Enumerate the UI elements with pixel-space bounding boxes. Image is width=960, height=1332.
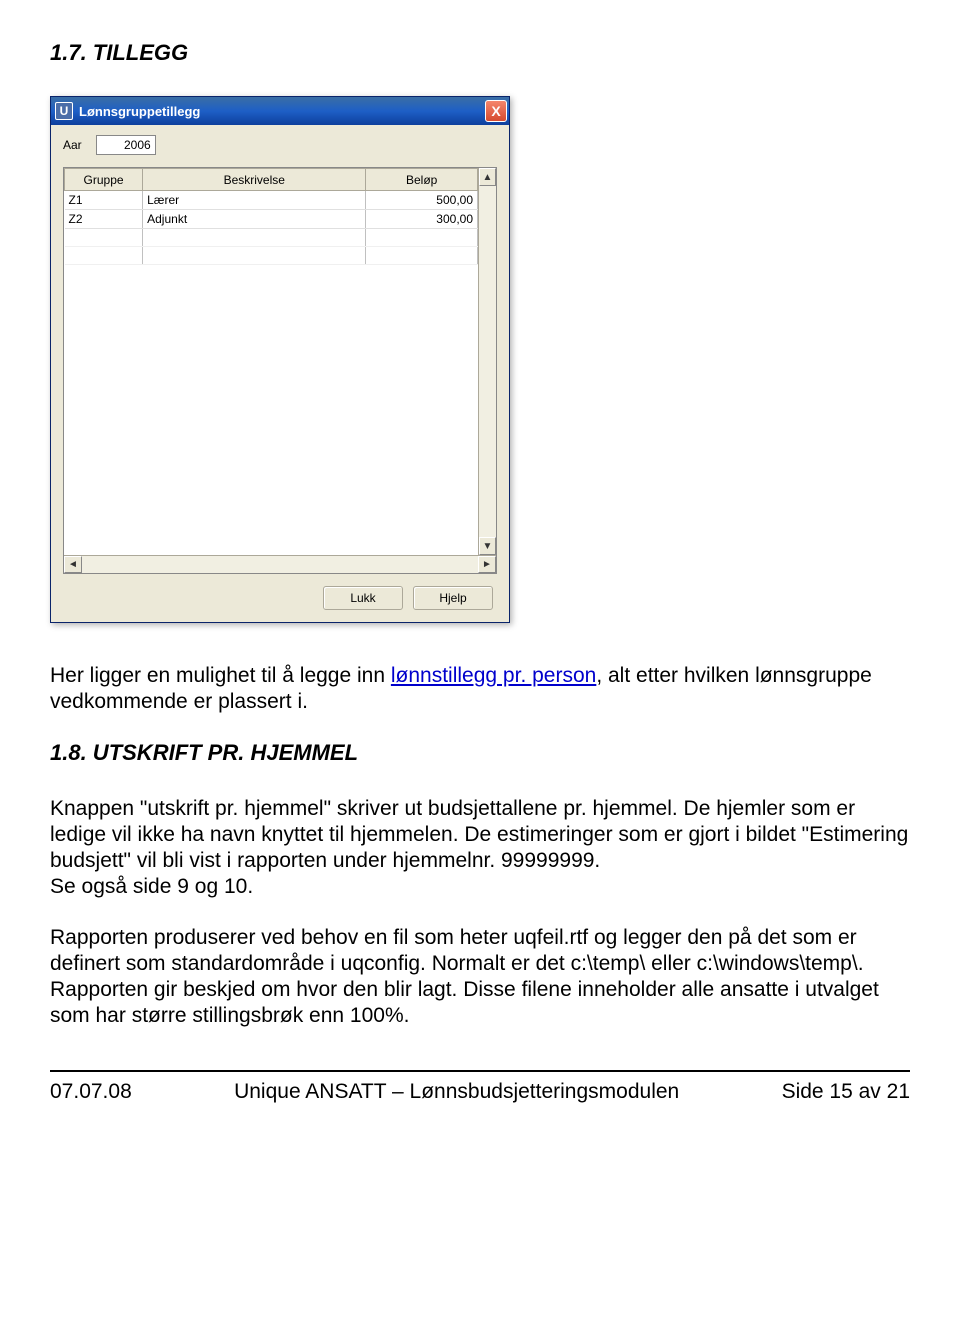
page-footer: 07.07.08 Unique ANSATT – Lønnsbudsjetter…: [50, 1080, 910, 1104]
text: Her ligger en mulighet til å legge inn: [50, 664, 391, 687]
table-frame: Gruppe Beskrivelse Beløp Z1 Lærer 500,00: [63, 167, 497, 574]
vertical-scrollbar[interactable]: ▲ ▼: [478, 168, 496, 555]
tillegg-table: Gruppe Beskrivelse Beløp Z1 Lærer 500,00: [64, 168, 478, 265]
cell-belop[interactable]: 500,00: [366, 191, 478, 210]
button-row: Lukk Hjelp: [63, 574, 497, 614]
cell-beskrivelse[interactable]: Lærer: [143, 191, 366, 210]
text: Knappen "utskrift pr. hjemmel" skriver u…: [50, 797, 908, 873]
table-empty-area: [64, 265, 478, 555]
scroll-down-icon[interactable]: ▼: [479, 537, 496, 555]
dialog-body: Aar Gruppe Beskrivelse Beløp: [51, 125, 509, 622]
app-icon: U: [55, 102, 73, 120]
table-row[interactable]: Z2 Adjunkt 300,00: [65, 210, 478, 229]
cell-beskrivelse[interactable]: Adjunkt: [143, 210, 366, 229]
paragraph-rapport: Rapporten produserer ved behov en fil so…: [50, 925, 910, 1030]
link-lonnstillegg[interactable]: lønnstillegg pr. person: [391, 664, 596, 687]
scroll-left-icon[interactable]: ◄: [64, 556, 82, 573]
cell-gruppe[interactable]: Z1: [65, 191, 143, 210]
section-heading-utskrift: 1.8. UTSKRIFT PR. HJEMMEL: [50, 740, 910, 766]
aar-label: Aar: [63, 138, 82, 152]
text: Se også side 9 og 10.: [50, 875, 253, 898]
table-row[interactable]: [65, 247, 478, 265]
table-row[interactable]: Z1 Lærer 500,00: [65, 191, 478, 210]
hjelp-button[interactable]: Hjelp: [413, 586, 493, 610]
titlebar-text: Lønnsgruppetillegg: [79, 104, 485, 119]
close-icon[interactable]: X: [485, 100, 507, 122]
scroll-track[interactable]: [82, 556, 478, 573]
col-gruppe[interactable]: Gruppe: [65, 169, 143, 191]
footer-date: 07.07.08: [50, 1080, 132, 1104]
scroll-up-icon[interactable]: ▲: [479, 168, 496, 186]
footer-divider: [50, 1070, 910, 1072]
dialog-lonnsgruppetillegg: U Lønnsgruppetillegg X Aar Gruppe: [50, 96, 510, 623]
scroll-track[interactable]: [479, 186, 496, 537]
cell-belop[interactable]: 300,00: [366, 210, 478, 229]
aar-row: Aar: [63, 135, 497, 155]
footer-page: Side 15 av 21: [782, 1080, 910, 1104]
lukk-button[interactable]: Lukk: [323, 586, 403, 610]
paragraph-intro: Her ligger en mulighet til å legge inn l…: [50, 663, 910, 716]
section-heading-tillegg: 1.7. TILLEGG: [50, 40, 910, 66]
cell-gruppe[interactable]: Z2: [65, 210, 143, 229]
table-row[interactable]: [65, 229, 478, 247]
horizontal-scrollbar[interactable]: ◄ ►: [64, 555, 496, 573]
col-belop[interactable]: Beløp: [366, 169, 478, 191]
scroll-right-icon[interactable]: ►: [478, 556, 496, 573]
titlebar: U Lønnsgruppetillegg X: [51, 97, 509, 125]
col-beskrivelse[interactable]: Beskrivelse: [143, 169, 366, 191]
paragraph-hjemmel: Knappen "utskrift pr. hjemmel" skriver u…: [50, 796, 910, 901]
footer-title: Unique ANSATT – Lønnsbudsjetteringsmodul…: [234, 1080, 679, 1104]
table-header-row: Gruppe Beskrivelse Beløp: [65, 169, 478, 191]
aar-input[interactable]: [96, 135, 156, 155]
